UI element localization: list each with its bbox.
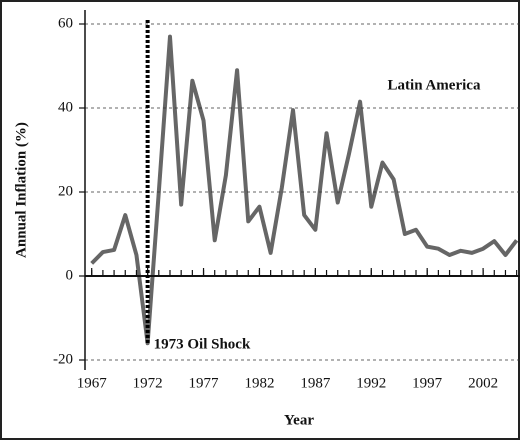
x-tick-label: 1967: [77, 375, 108, 391]
y-tick-label: 40: [58, 99, 73, 115]
x-tick-label: 1997: [412, 375, 443, 391]
x-tick-label: 1987: [300, 375, 331, 391]
y-tick-label: 20: [58, 183, 73, 199]
y-axis-label: Annual Inflation (%): [13, 122, 29, 258]
annotation-label: 1973 Oil Shock: [154, 336, 251, 352]
series-label: Latin America: [388, 77, 481, 93]
x-tick-label: 1977: [189, 375, 220, 391]
x-tick-label: 2002: [468, 375, 498, 391]
y-tick-label: 60: [58, 15, 73, 31]
x-tick-label: 1992: [356, 375, 386, 391]
x-tick-label: 1982: [244, 375, 274, 391]
x-tick-label: 1972: [133, 375, 163, 391]
x-axis-label: Year: [284, 412, 314, 428]
series-line: [90, 34, 518, 346]
y-tick-label: 0: [66, 267, 74, 283]
y-tick-label: -20: [53, 351, 73, 367]
